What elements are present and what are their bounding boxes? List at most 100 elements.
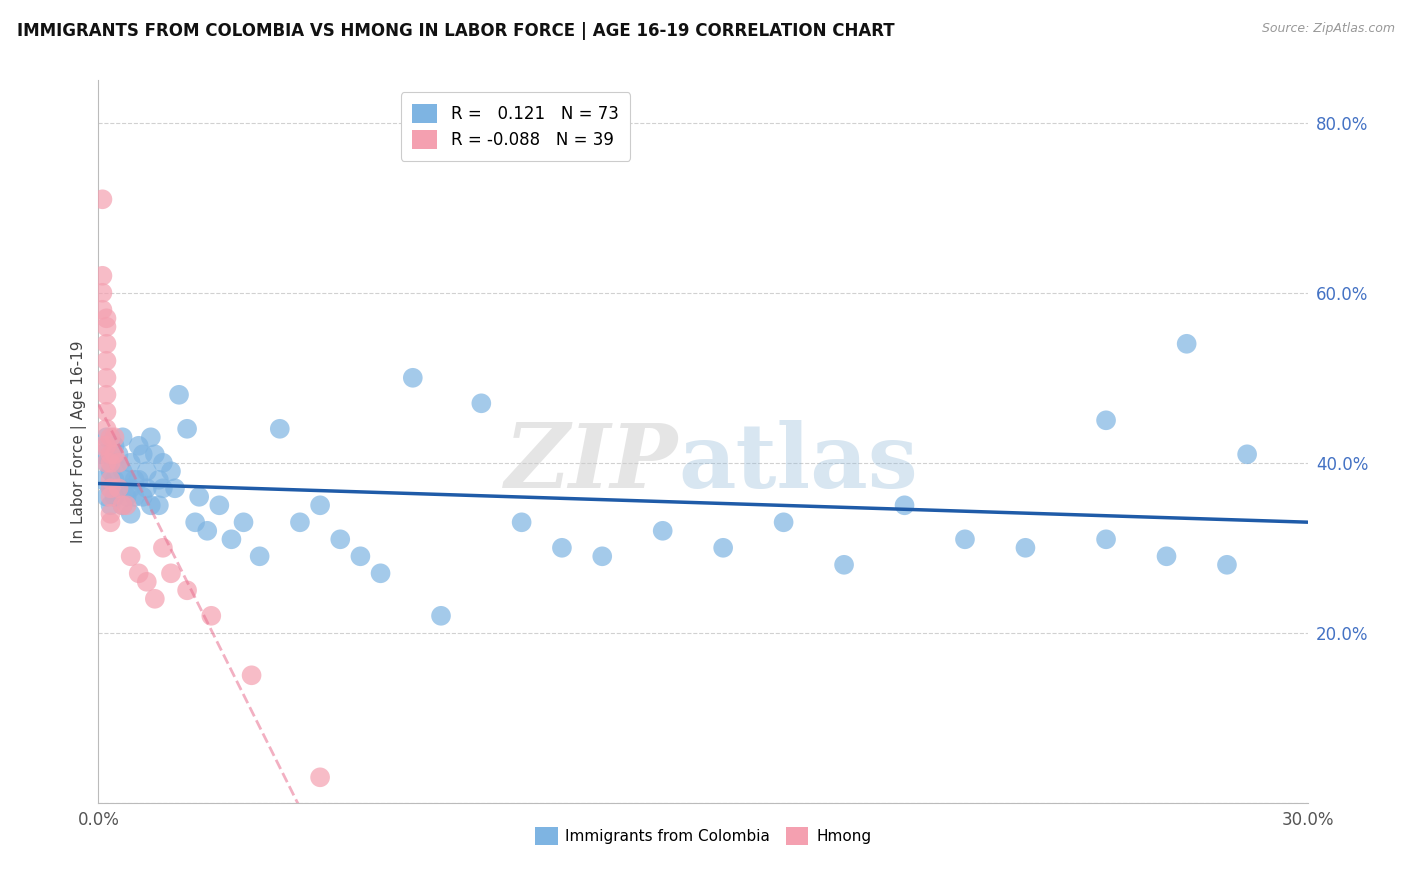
Text: ZIP: ZIP xyxy=(505,420,679,507)
Point xyxy=(135,464,157,478)
Point xyxy=(329,533,352,547)
Point xyxy=(103,430,125,444)
Point xyxy=(120,507,142,521)
Point xyxy=(100,490,122,504)
Point xyxy=(135,481,157,495)
Point xyxy=(100,456,122,470)
Point xyxy=(309,770,332,784)
Point xyxy=(309,498,332,512)
Point xyxy=(160,464,183,478)
Point xyxy=(208,498,231,512)
Point xyxy=(96,456,118,470)
Legend: Immigrants from Colombia, Hmong: Immigrants from Colombia, Hmong xyxy=(527,819,879,853)
Point xyxy=(470,396,492,410)
Point xyxy=(148,473,170,487)
Point xyxy=(124,473,146,487)
Point xyxy=(107,456,129,470)
Point xyxy=(96,388,118,402)
Point xyxy=(135,574,157,589)
Text: atlas: atlas xyxy=(679,420,918,507)
Point xyxy=(163,481,186,495)
Point xyxy=(91,473,114,487)
Point xyxy=(100,498,122,512)
Point xyxy=(96,490,118,504)
Point xyxy=(100,473,122,487)
Point xyxy=(96,353,118,368)
Point xyxy=(96,311,118,326)
Point xyxy=(1236,447,1258,461)
Point xyxy=(91,447,114,461)
Point xyxy=(91,285,114,300)
Point xyxy=(128,566,150,581)
Point xyxy=(91,192,114,206)
Point xyxy=(160,566,183,581)
Point xyxy=(96,422,118,436)
Point xyxy=(103,473,125,487)
Point xyxy=(91,302,114,317)
Point xyxy=(288,516,311,530)
Point xyxy=(91,439,114,453)
Point xyxy=(402,371,425,385)
Point xyxy=(152,481,174,495)
Point xyxy=(772,516,794,530)
Point xyxy=(103,447,125,461)
Text: Source: ZipAtlas.com: Source: ZipAtlas.com xyxy=(1261,22,1395,36)
Point xyxy=(120,481,142,495)
Point xyxy=(111,498,134,512)
Point xyxy=(269,422,291,436)
Point xyxy=(115,490,138,504)
Point xyxy=(232,516,254,530)
Point xyxy=(1014,541,1036,555)
Text: IMMIGRANTS FROM COLOMBIA VS HMONG IN LABOR FORCE | AGE 16-19 CORRELATION CHART: IMMIGRANTS FROM COLOMBIA VS HMONG IN LAB… xyxy=(17,22,894,40)
Y-axis label: In Labor Force | Age 16-19: In Labor Force | Age 16-19 xyxy=(72,340,87,543)
Point xyxy=(832,558,855,572)
Point xyxy=(167,388,190,402)
Point xyxy=(111,498,134,512)
Point xyxy=(100,481,122,495)
Point xyxy=(128,473,150,487)
Point xyxy=(510,516,533,530)
Point xyxy=(100,447,122,461)
Point xyxy=(107,447,129,461)
Point xyxy=(139,430,162,444)
Point xyxy=(152,541,174,555)
Point xyxy=(96,336,118,351)
Point xyxy=(1216,558,1239,572)
Point xyxy=(120,549,142,564)
Point xyxy=(111,430,134,444)
Point xyxy=(430,608,453,623)
Point xyxy=(1156,549,1178,564)
Point xyxy=(651,524,673,538)
Point xyxy=(107,481,129,495)
Point xyxy=(100,516,122,530)
Point xyxy=(184,516,207,530)
Point xyxy=(200,608,222,623)
Point xyxy=(139,498,162,512)
Point xyxy=(91,268,114,283)
Point xyxy=(1095,413,1118,427)
Point xyxy=(96,456,118,470)
Point xyxy=(1095,533,1118,547)
Point xyxy=(176,422,198,436)
Point xyxy=(143,447,166,461)
Point xyxy=(100,481,122,495)
Point xyxy=(132,490,155,504)
Point xyxy=(221,533,243,547)
Point xyxy=(96,405,118,419)
Point xyxy=(591,549,613,564)
Point xyxy=(711,541,734,555)
Point xyxy=(115,473,138,487)
Point xyxy=(132,447,155,461)
Point xyxy=(107,481,129,495)
Point xyxy=(953,533,976,547)
Point xyxy=(240,668,263,682)
Point xyxy=(115,498,138,512)
Point xyxy=(152,456,174,470)
Point xyxy=(249,549,271,564)
Point xyxy=(100,430,122,444)
Point xyxy=(128,439,150,453)
Point xyxy=(176,583,198,598)
Point xyxy=(188,490,211,504)
Point xyxy=(103,490,125,504)
Point xyxy=(893,498,915,512)
